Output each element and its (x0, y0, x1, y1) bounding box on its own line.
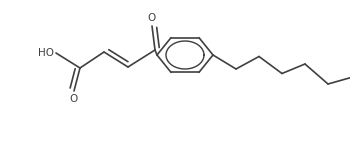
Text: O: O (69, 94, 77, 104)
Text: O: O (148, 13, 156, 23)
Text: HO: HO (38, 48, 54, 58)
